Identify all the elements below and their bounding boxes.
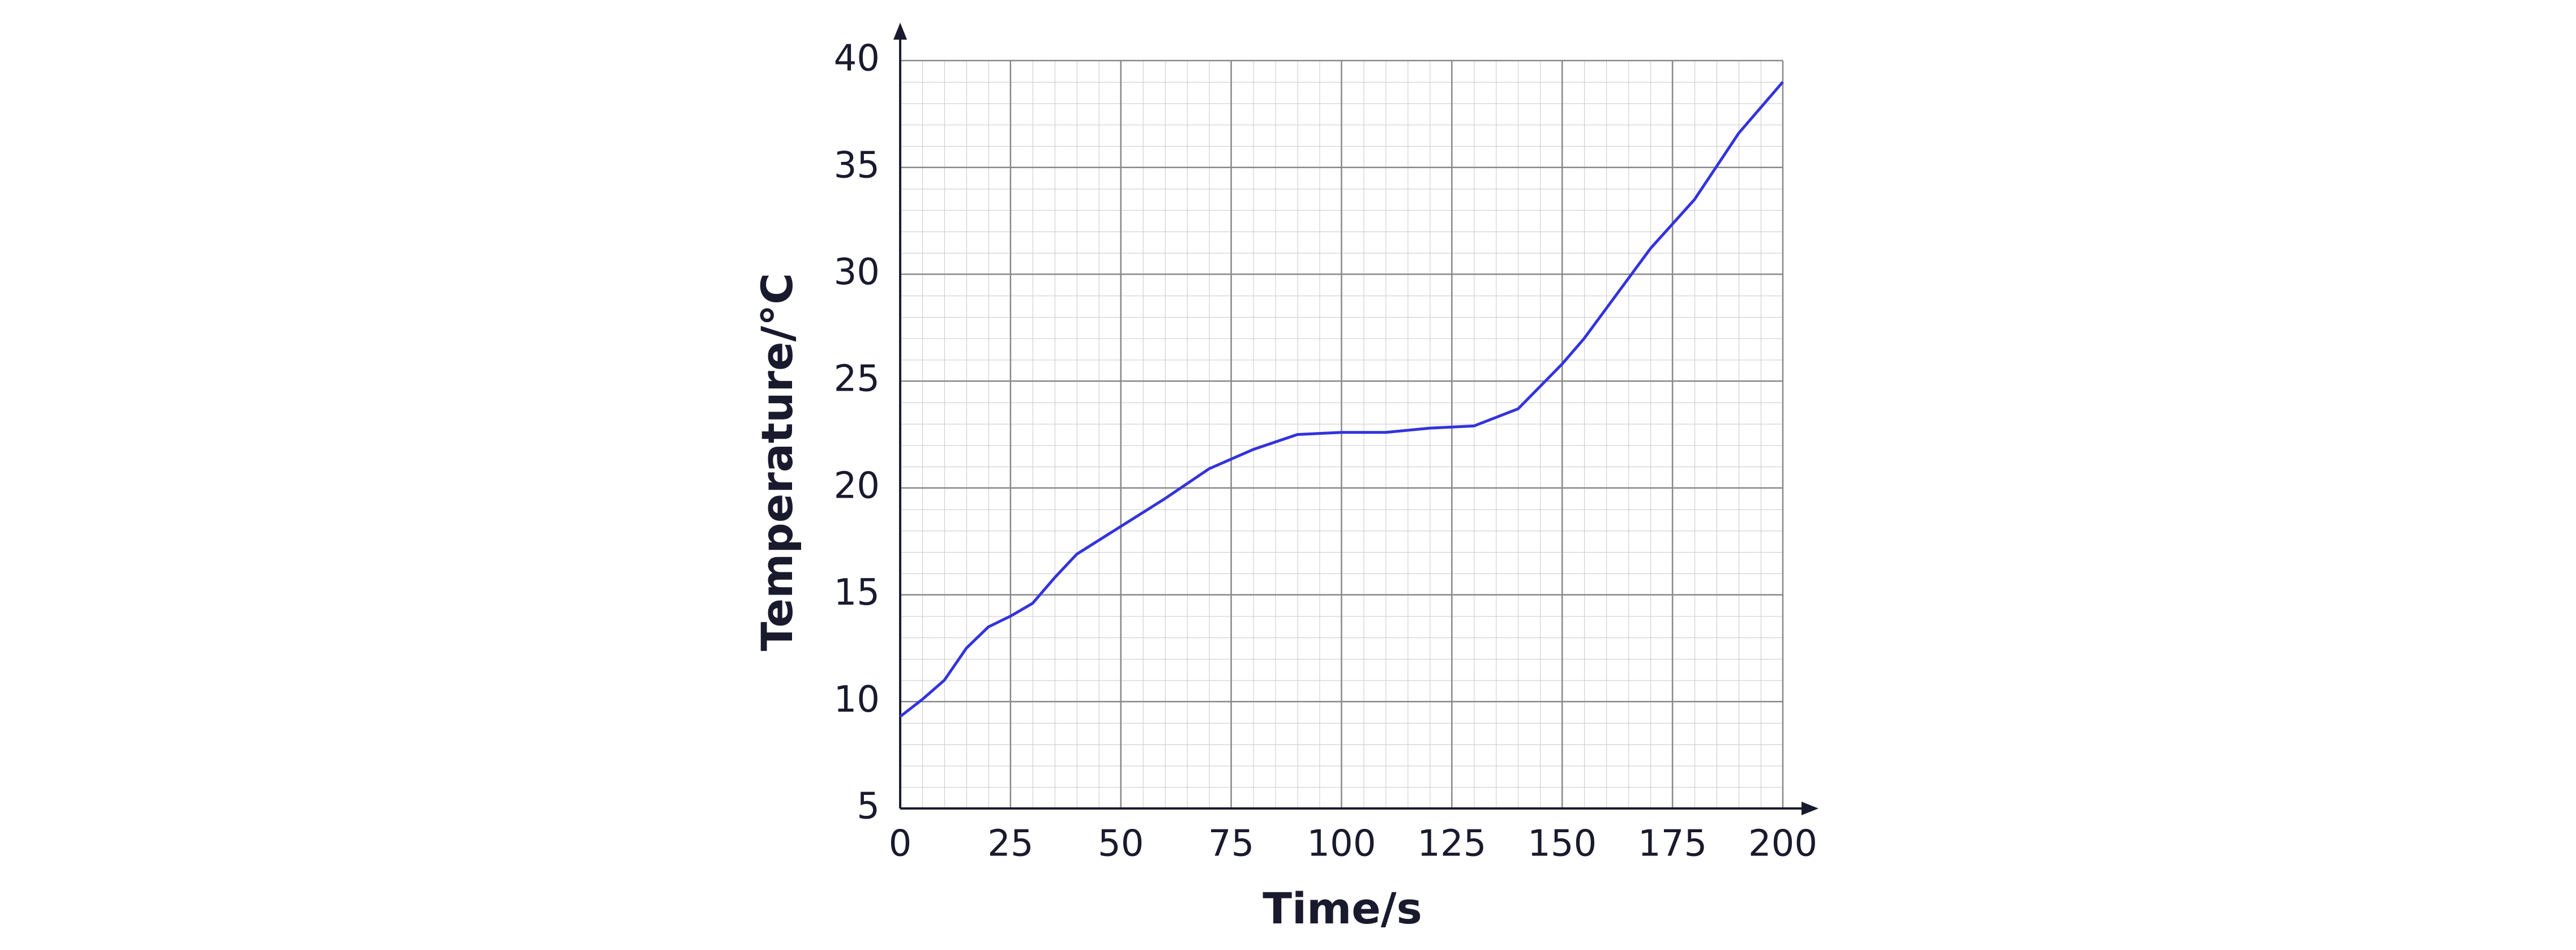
y-tick-label: 20 bbox=[834, 465, 880, 507]
x-tick-label: 100 bbox=[1307, 823, 1376, 865]
y-axis-arrow bbox=[893, 23, 907, 40]
y-axis-title: Temperature/°C bbox=[752, 273, 802, 651]
x-tick-label: 125 bbox=[1417, 823, 1486, 865]
y-tick-label: 5 bbox=[857, 786, 880, 828]
y-tick-label: 40 bbox=[834, 38, 880, 80]
y-tick-label: 30 bbox=[834, 251, 880, 293]
x-axis-arrow bbox=[1802, 802, 1818, 815]
x-tick-label: 150 bbox=[1527, 823, 1597, 865]
y-tick-label: 10 bbox=[834, 679, 880, 721]
x-axis-title: Time/s bbox=[1263, 883, 1422, 934]
x-tick-label: 175 bbox=[1638, 823, 1707, 865]
y-tick-label: 35 bbox=[834, 144, 880, 186]
x-tick-label: 200 bbox=[1748, 823, 1817, 865]
y-tick-label: 15 bbox=[834, 572, 880, 614]
data-line bbox=[899, 81, 1784, 718]
x-tick-label: 0 bbox=[889, 823, 912, 865]
x-tick-label: 25 bbox=[987, 823, 1033, 865]
x-tick-label: 75 bbox=[1208, 823, 1254, 865]
x-tick-label: 50 bbox=[1098, 823, 1144, 865]
y-tick-label: 25 bbox=[834, 358, 880, 400]
